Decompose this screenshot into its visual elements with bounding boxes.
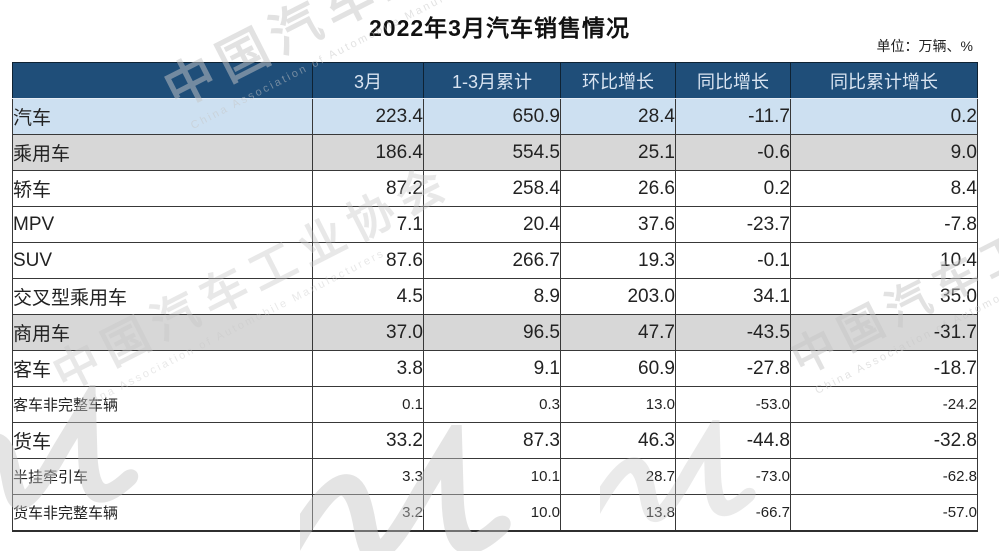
table-row: 客车 3.8 9.1 60.9 -27.8 -18.7 (12, 350, 978, 387)
cell-value: -24.2 (790, 386, 978, 423)
table-body: 汽车 223.4 650.9 28.4 -11.7 0.2 乘用车 186.4 554.5 25.… (12, 98, 978, 532)
table-header: 3月 1-3月累计 环比增长 同比增长 同比累计增长 (12, 62, 978, 99)
cell-value: -0.1 (675, 242, 791, 279)
unit-label: 单位：万辆、% (876, 38, 973, 54)
cell-value: 266.7 (423, 242, 561, 279)
cell-value: 10.1 (423, 458, 561, 495)
cell-value: 35.0 (790, 278, 978, 315)
cell-value: 34.1 (675, 278, 791, 315)
cell-value: 9.0 (790, 134, 978, 171)
cell-value: 19.3 (560, 242, 676, 279)
corner-header (12, 62, 313, 99)
row-label: SUV (12, 242, 313, 279)
cell-value: 87.2 (312, 170, 424, 207)
cell-value: 0.1 (312, 386, 424, 423)
cell-value: -18.7 (790, 350, 978, 387)
table-row: 商用车 37.0 96.5 47.7 -43.5 -31.7 (12, 314, 978, 351)
cell-value: -31.7 (790, 314, 978, 351)
cell-value: -0.6 (675, 134, 791, 171)
cell-value: 203.0 (560, 278, 676, 315)
row-label: 货车非完整车辆 (12, 494, 313, 532)
cell-value: -66.7 (675, 494, 791, 532)
cell-value: -73.0 (675, 458, 791, 495)
table-row: 轿车 87.2 258.4 26.6 0.2 8.4 (12, 170, 978, 207)
cell-value: 7.1 (312, 206, 424, 243)
table-row: 交叉型乘用车 4.5 8.9 203.0 34.1 35.0 (12, 278, 978, 315)
column-header: 1-3月累计 (423, 62, 561, 99)
cell-value: 60.9 (560, 350, 676, 387)
cell-value: 37.0 (312, 314, 424, 351)
table-row: 货车非完整车辆 3.2 10.0 13.8 -66.7 -57.0 (12, 494, 978, 532)
table-row: MPV 7.1 20.4 37.6 -23.7 -7.8 (12, 206, 978, 243)
cell-value: 223.4 (312, 98, 424, 135)
cell-value: 87.6 (312, 242, 424, 279)
cell-value: 46.3 (560, 422, 676, 459)
page-title: 2022年3月汽车销售情况 (369, 15, 630, 41)
cell-value: -62.8 (790, 458, 978, 495)
cell-value: -23.7 (675, 206, 791, 243)
cell-value: 0.2 (790, 98, 978, 135)
header-row: 3月 1-3月累计 环比增长 同比增长 同比累计增长 (12, 62, 978, 99)
cell-value: 25.1 (560, 134, 676, 171)
column-header: 同比增长 (675, 62, 791, 99)
row-label: 客车 (12, 350, 313, 387)
sales-table: 3月 1-3月累计 环比增长 同比增长 同比累计增长 汽车 223.4 650.9 28.4-… (12, 62, 978, 532)
cell-value: 20.4 (423, 206, 561, 243)
cell-value: -7.8 (790, 206, 978, 243)
cell-value: 37.6 (560, 206, 676, 243)
table-row: 汽车 223.4 650.9 28.4 -11.7 0.2 (12, 98, 978, 135)
cell-value: -43.5 (675, 314, 791, 351)
cell-value: 650.9 (423, 98, 561, 135)
cell-value: -53.0 (675, 386, 791, 423)
cell-value: 3.8 (312, 350, 424, 387)
cell-value: 10.0 (423, 494, 561, 532)
cell-value: 47.7 (560, 314, 676, 351)
row-label: MPV (12, 206, 313, 243)
cell-value: 554.5 (423, 134, 561, 171)
table-row: 客车非完整车辆 0.1 0.3 13.0 -53.0 -24.2 (12, 386, 978, 423)
cell-value: 26.6 (560, 170, 676, 207)
cell-value: -32.8 (790, 422, 978, 459)
cell-value: 13.8 (560, 494, 676, 532)
column-header: 环比增长 (560, 62, 676, 99)
cell-value: 10.4 (790, 242, 978, 279)
row-label: 交叉型乘用车 (12, 278, 313, 315)
row-label: 乘用车 (12, 134, 313, 171)
column-header: 同比累计增长 (790, 62, 978, 99)
cell-value: -57.0 (790, 494, 978, 532)
cell-value: 13.0 (560, 386, 676, 423)
cell-value: -27.8 (675, 350, 791, 387)
table-row: 乘用车 186.4 554.5 25.1 -0.6 9.0 (12, 134, 978, 171)
cell-value: 0.2 (675, 170, 791, 207)
cell-value: 4.5 (312, 278, 424, 315)
table-row: 半挂牵引车 3.3 10.1 28.7 -73.0 -62.8 (12, 458, 978, 495)
cell-value: -11.7 (675, 98, 791, 135)
cell-value: 8.4 (790, 170, 978, 207)
cell-value: 3.2 (312, 494, 424, 532)
cell-value: 0.3 (423, 386, 561, 423)
cell-value: 3.3 (312, 458, 424, 495)
cell-value: 96.5 (423, 314, 561, 351)
cell-value: 258.4 (423, 170, 561, 207)
table-row: 货车 33.2 87.3 46.3 -44.8 -32.8 (12, 422, 978, 459)
column-header: 3月 (312, 62, 424, 99)
cell-value: 28.7 (560, 458, 676, 495)
row-label: 汽车 (12, 98, 313, 135)
row-label: 商用车 (12, 314, 313, 351)
cell-value: 87.3 (423, 422, 561, 459)
row-label: 货车 (12, 422, 313, 459)
cell-value: 8.9 (423, 278, 561, 315)
cell-value: 9.1 (423, 350, 561, 387)
row-label: 客车非完整车辆 (12, 386, 313, 423)
cell-value: 28.4 (560, 98, 676, 135)
cell-value: 33.2 (312, 422, 424, 459)
cell-value: 186.4 (312, 134, 424, 171)
row-label: 半挂牵引车 (12, 458, 313, 495)
cell-value: -44.8 (675, 422, 791, 459)
table-row: SUV 87.6 266.7 19.3 -0.1 10.4 (12, 242, 978, 279)
row-label: 轿车 (12, 170, 313, 207)
